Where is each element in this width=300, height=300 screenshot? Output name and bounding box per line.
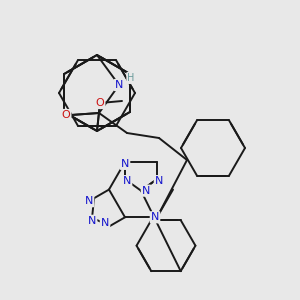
Text: O: O [96,98,104,108]
Text: N: N [155,176,163,186]
Text: N: N [115,80,123,90]
Text: N: N [123,176,131,186]
Text: N: N [88,216,96,226]
Text: N: N [142,186,150,196]
Text: N: N [101,218,109,228]
Text: O: O [61,110,70,120]
Text: N: N [121,159,129,169]
Text: H: H [127,73,135,83]
Text: N: N [151,212,159,222]
Text: N: N [85,196,93,206]
